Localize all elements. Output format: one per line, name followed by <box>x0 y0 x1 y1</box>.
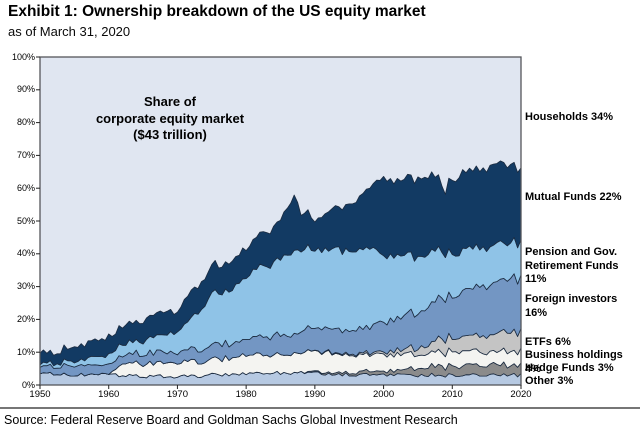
footer-divider <box>0 407 640 409</box>
legend-etfs: ETFs 6% <box>525 336 571 348</box>
chart-annotation: Share of corporate equity market ($43 tr… <box>95 94 245 142</box>
y-axis-tick-label: 80% <box>16 117 35 128</box>
y-axis-tick-label: 30% <box>16 281 35 292</box>
x-axis-tick-label: 1970 <box>166 389 188 400</box>
x-axis-tick-label: 1980 <box>235 389 257 400</box>
legend-hedge-funds: Hedge Funds 3% <box>525 362 614 374</box>
y-axis-tick-label: 50% <box>16 215 35 226</box>
y-axis-tick-label: 60% <box>16 182 35 193</box>
x-axis-tick-label: 2000 <box>372 389 395 400</box>
exhibit-title: Exhibit 1: Ownership breakdown of the US… <box>8 3 426 20</box>
x-axis-tick-label: 1950 <box>29 389 51 400</box>
legend-business-holdings: Business holdings 4% <box>525 349 623 375</box>
y-axis-tick-label: 70% <box>16 149 35 160</box>
legend-households: Households 34% <box>525 111 614 123</box>
source-note: Source: Federal Reserve Board and Goldma… <box>4 413 458 427</box>
x-axis-tick-label: 2010 <box>441 389 463 400</box>
x-axis-tick-label: 2020 <box>510 389 532 400</box>
legend-foreign-investors: Foreign investors 16% <box>525 293 618 319</box>
x-axis-tick-label: 1990 <box>304 389 326 400</box>
as-of-date: as of March 31, 2020 <box>8 24 131 39</box>
y-axis-tick-label: 20% <box>16 313 35 324</box>
y-axis-tick-label: 90% <box>16 84 35 95</box>
x-axis-tick-label: 1960 <box>98 389 120 400</box>
y-axis-tick-label: 10% <box>16 346 35 357</box>
y-axis-tick-label: 40% <box>16 248 35 259</box>
y-axis-tick-label: 0% <box>21 379 35 390</box>
y-axis-tick-label: 100% <box>11 51 35 62</box>
legend-mutual-funds: Mutual Funds 22% <box>525 191 622 203</box>
legend-other: Other 3% <box>525 375 574 387</box>
legend-pension-retirement-funds: Pension and Gov. Retirement Funds 11% <box>525 246 619 285</box>
